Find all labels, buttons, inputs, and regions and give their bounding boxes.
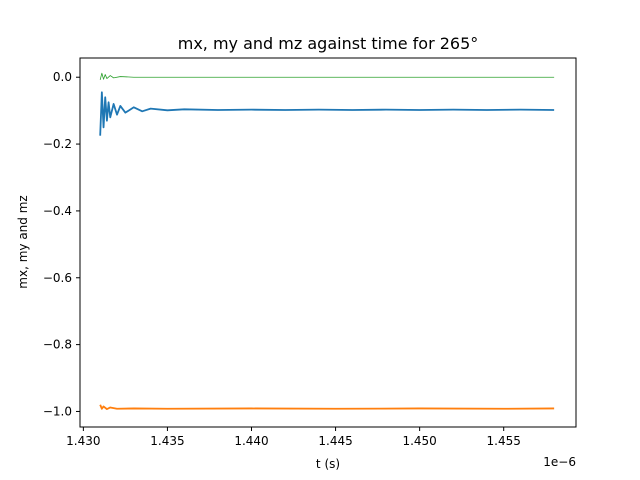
y-tick-label: −0.4 (43, 204, 72, 218)
x-tick-label: 1.430 (66, 434, 100, 448)
y-axis-label: mx, my and mz (16, 195, 30, 288)
x-tick-label: 1.445 (318, 434, 352, 448)
y-tick-label: −0.6 (43, 271, 72, 285)
plot-series (99, 72, 555, 411)
y-tick-label: −1.0 (43, 404, 72, 418)
series-3-line (99, 72, 555, 80)
x-tick-label: 1.455 (487, 434, 521, 448)
chart-title: mx, my and mz against time for 265° (178, 34, 479, 53)
x-offset-label: 1e−6 (543, 455, 576, 469)
series-2-line (99, 404, 555, 411)
y-tick-label: −0.8 (43, 338, 72, 352)
series-1-line (99, 91, 555, 136)
y-tick-label: 0.0 (53, 70, 72, 84)
x-tick-label: 1.450 (402, 434, 436, 448)
x-axis-label: t (s) (316, 457, 340, 471)
plot-area-frame (79, 57, 577, 428)
y-tick-label: −0.2 (43, 137, 72, 151)
axis-ticks: 1.430 1.435 1.440 1.445 1.450 1.455 0.0 −0.2 −0.… (43, 70, 521, 448)
x-tick-label: 1.435 (150, 434, 184, 448)
x-tick-label: 1.440 (234, 434, 268, 448)
